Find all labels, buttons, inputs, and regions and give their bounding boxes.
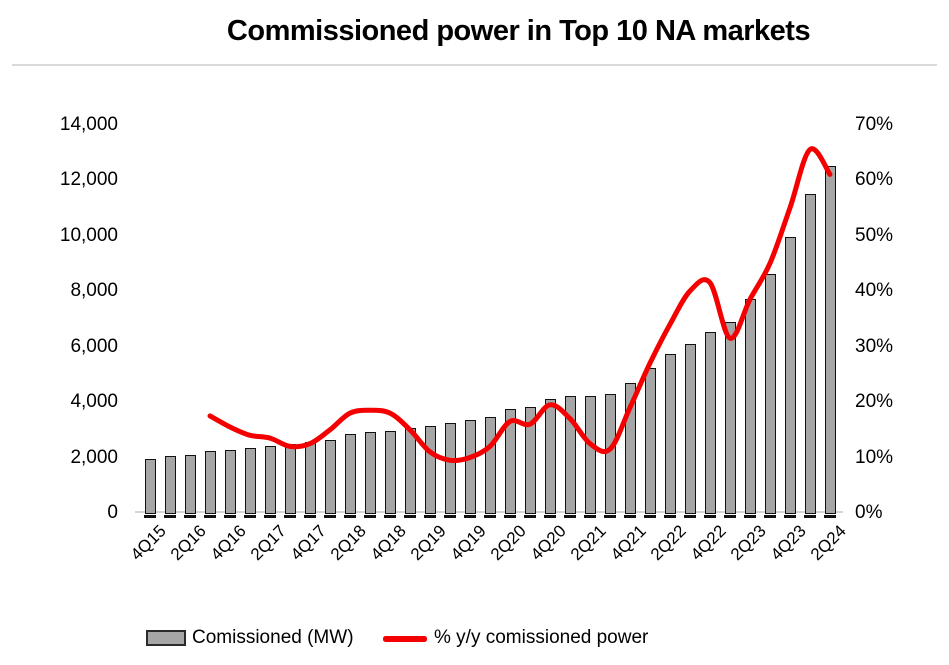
legend-bar-label: Comissioned (MW): [192, 627, 354, 648]
bar-1Q17: [244, 448, 256, 514]
bar-4Q18: [384, 431, 396, 514]
bar-axis-tick: [624, 515, 636, 518]
bar-axis-tick: [784, 515, 796, 518]
bar-axis-tick: [264, 515, 276, 518]
bar-2Q16: [184, 454, 196, 514]
right-axis-tick-label: 30%: [855, 335, 894, 357]
bar-3Q20: [524, 406, 536, 514]
bar-axis-tick: [504, 515, 516, 518]
legend-bar-swatch: [146, 630, 186, 646]
bar-axis-tick: [704, 515, 716, 518]
bar-axis-tick: [204, 515, 216, 518]
bar-axis-tick: [184, 515, 196, 518]
bar-axis-tick: [644, 515, 656, 518]
bar-2Q20: [504, 408, 516, 514]
bar-axis-tick: [284, 515, 296, 518]
bar-axis-tick: [304, 515, 316, 518]
left-axis-tick-label: 12,000: [59, 169, 118, 190]
bar-axis-tick: [164, 515, 176, 518]
bar-4Q23: [784, 237, 796, 514]
bar-3Q21: [604, 393, 616, 514]
bar-1Q18: [324, 440, 336, 514]
bar-axis-tick: [424, 515, 436, 518]
bar-2Q21: [584, 396, 596, 514]
bar-axis-tick: [584, 515, 596, 518]
left-axis-tick-label: 14,000: [59, 113, 118, 135]
bar-1Q19: [404, 428, 416, 514]
legend-line-label: % y/y comissioned power: [434, 627, 649, 648]
right-axis-tick-label: 60%: [855, 169, 894, 190]
bar-axis-tick: [404, 515, 416, 518]
bar-axis-tick: [824, 515, 836, 518]
bar-axis-tick: [604, 515, 616, 518]
bar-axis-tick: [464, 515, 476, 518]
legend-line-swatch: [383, 636, 427, 642]
bar-1Q23: [724, 322, 736, 514]
bar-3Q18: [364, 431, 376, 514]
left-axis-tick-label: 10,000: [59, 224, 118, 246]
bar-axis-tick: [664, 515, 676, 518]
bar-2Q18: [344, 433, 356, 514]
bar-axis-tick: [344, 515, 356, 518]
bar-axis-tick: [384, 515, 396, 518]
bar-3Q16: [204, 451, 216, 514]
bar-2Q17: [264, 446, 276, 514]
bar-axis-tick: [484, 515, 496, 518]
bar-3Q22: [684, 344, 696, 514]
bar-4Q21: [624, 383, 636, 514]
bar-axis-tick: [364, 515, 376, 518]
right-axis-tick-label: 50%: [855, 224, 894, 246]
bar-1Q21: [564, 396, 576, 514]
bar-3Q23: [764, 274, 776, 514]
bar-axis-tick: [804, 515, 816, 518]
bar-4Q22: [704, 332, 716, 514]
bar-axis-tick: [244, 515, 256, 518]
yoy-line-path: [207, 146, 833, 464]
bar-3Q17: [284, 444, 296, 514]
title-divider: [12, 64, 937, 66]
bar-1Q22: [644, 368, 656, 514]
left-axis-tick-label: 0: [107, 502, 118, 523]
bar-4Q16: [224, 450, 236, 514]
bar-axis-tick: [744, 515, 756, 518]
right-axis-tick-label: 70%: [855, 113, 894, 135]
bar-2Q19: [424, 426, 436, 514]
right-axis-tick-label: 40%: [855, 280, 894, 301]
bar-4Q20: [544, 399, 556, 514]
bar-4Q15: [144, 458, 156, 514]
bar-axis-tick: [144, 515, 156, 518]
bar-axis-tick: [324, 515, 336, 518]
bar-axis-tick: [564, 515, 576, 518]
right-axis-tick-label: 10%: [855, 446, 894, 468]
bar-axis-tick: [684, 515, 696, 518]
bar-1Q16: [164, 456, 176, 514]
bar-2Q22: [664, 353, 676, 514]
bar-axis-tick: [724, 515, 736, 518]
right-axis-tick-label: 20%: [855, 391, 894, 412]
bar-4Q17: [304, 442, 316, 514]
bar-2Q24: [824, 166, 836, 514]
bar-axis-tick: [224, 515, 236, 518]
chart-title: Commissioned power in Top 10 NA markets: [226, 15, 811, 47]
bar-1Q20: [484, 416, 496, 514]
right-axis-tick-label: 0%: [855, 502, 883, 523]
left-axis-tick-label: 8,000: [70, 280, 118, 301]
bar-2Q23: [744, 299, 756, 514]
left-axis-tick-label: 2,000: [70, 446, 118, 468]
left-axis-tick-label: 6,000: [70, 335, 118, 357]
bar-axis-tick: [524, 515, 536, 518]
bar-3Q19: [444, 423, 456, 514]
bar-axis-tick: [544, 515, 556, 518]
bar-axis-tick: [764, 515, 776, 518]
bar-4Q19: [464, 420, 476, 514]
bar-axis-tick: [444, 515, 456, 518]
left-axis-tick-label: 4,000: [70, 391, 118, 412]
bar-1Q24: [804, 194, 816, 514]
